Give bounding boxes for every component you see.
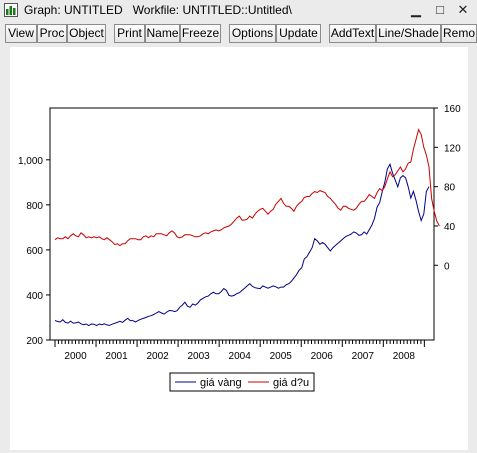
- addtext-button[interactable]: AddText: [329, 24, 376, 43]
- options-button[interactable]: Options: [229, 24, 276, 43]
- remove-button[interactable]: Remo: [441, 24, 477, 43]
- print-button[interactable]: Print: [114, 24, 145, 43]
- view-button[interactable]: View: [5, 24, 37, 43]
- legend-label-gia-vang: giá vàng: [200, 377, 242, 389]
- graph-window-icon: [4, 3, 18, 17]
- series-layer: [54, 128, 440, 327]
- x-axis-tick-label: 2007: [352, 351, 375, 362]
- series-line-gia-vang: [54, 163, 430, 327]
- legend-label-gia-dau: giá d?u: [273, 377, 309, 389]
- right-axis-tick-label: 0: [444, 261, 450, 272]
- right-axis-tick-label: 80: [444, 183, 456, 194]
- right-axis-tick-label: 160: [444, 104, 461, 115]
- series-line-gia-dau: [54, 128, 440, 247]
- update-button[interactable]: Update: [276, 24, 321, 43]
- x-axis-tick-label: 2008: [393, 351, 416, 362]
- graph-canvas[interactable]: 200 400 600 800 1,000 0 40 80 120 160 2000 2001 20…: [0, 45, 477, 453]
- right-axis-tick-label: 40: [444, 222, 456, 233]
- x-axis-tick-label: 2001: [105, 351, 128, 362]
- graph-toolbar: View Proc Object Print Name Freeze Optio…: [0, 22, 477, 44]
- right-axis: 0 40 80 120 160: [434, 104, 461, 272]
- x-axis-tick-label: 2005: [270, 351, 293, 362]
- x-axis: 2000 2001 2002 2003 2004 2005 2006 2007 2008: [54, 340, 425, 362]
- title-bar[interactable]: Graph: UNTITLED Workfile: UNTITLED::Unti…: [0, 0, 477, 20]
- right-axis-tick-label: 120: [444, 143, 461, 154]
- object-button[interactable]: Object: [67, 24, 106, 43]
- window-title: Graph: UNTITLED Workfile: UNTITLED::Unti…: [24, 3, 292, 17]
- legend: giá vàng giá d?u: [169, 372, 315, 392]
- x-axis-tick-label: 2004: [229, 351, 252, 362]
- left-axis-tick-label: 200: [26, 336, 43, 347]
- legend-box: [169, 372, 315, 392]
- left-axis-tick-label: 1,000: [18, 156, 43, 167]
- proc-button[interactable]: Proc: [37, 24, 67, 43]
- maximize-button[interactable]: □: [436, 2, 444, 17]
- x-axis-tick-label: 2002: [146, 351, 169, 362]
- left-axis: 200 400 600 800 1,000: [18, 156, 50, 347]
- x-axis-tick-label: 2000: [64, 351, 87, 362]
- close-button[interactable]: ✕: [457, 2, 469, 17]
- left-axis-tick-label: 600: [26, 246, 43, 257]
- freeze-button[interactable]: Freeze: [180, 24, 221, 43]
- plot-frame: [49, 107, 435, 341]
- line-shade-button[interactable]: Line/Shade: [376, 24, 441, 43]
- minimize-button[interactable]: ▁: [411, 2, 421, 17]
- name-button[interactable]: Name: [145, 24, 180, 43]
- x-axis-tick-label: 2003: [188, 351, 211, 362]
- left-axis-tick-label: 800: [26, 201, 43, 212]
- x-axis-tick-label: 2006: [311, 351, 334, 362]
- left-axis-tick-label: 400: [26, 291, 43, 302]
